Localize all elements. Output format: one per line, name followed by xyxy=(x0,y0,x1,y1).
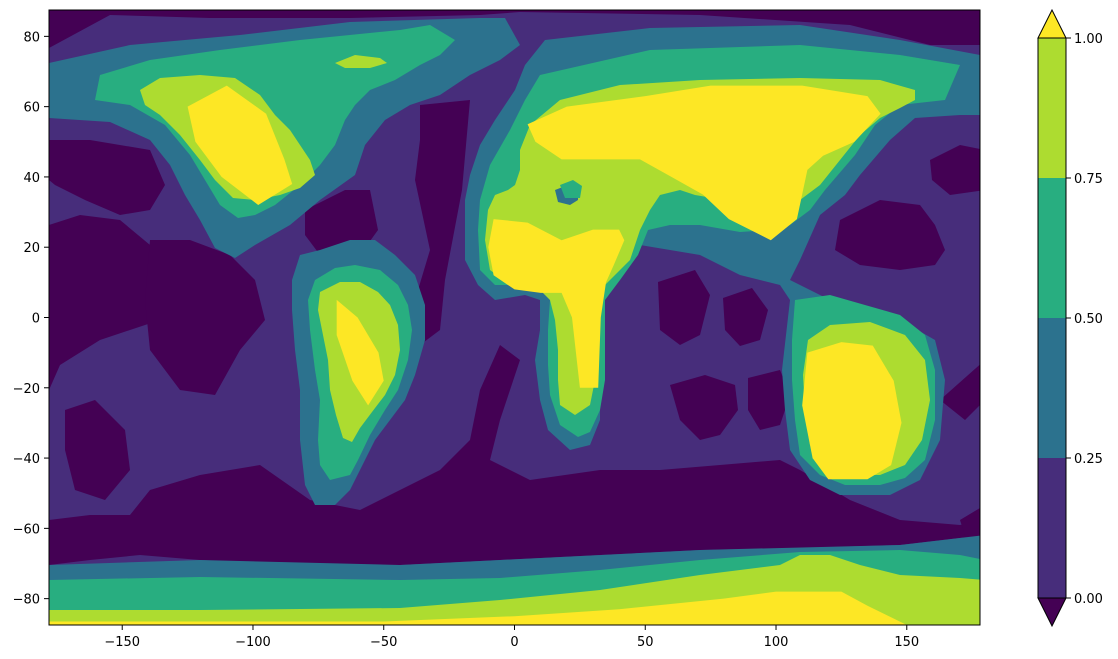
contour-region xyxy=(336,299,384,406)
contour-region xyxy=(723,288,768,346)
contour-region xyxy=(835,200,945,270)
contour-band-over xyxy=(49,85,907,625)
contour-region xyxy=(488,219,625,388)
colorbar-extend-over xyxy=(1037,8,1067,39)
colorbar-band-0.00-0.25 xyxy=(1038,458,1066,598)
y-tick-label: −80 xyxy=(13,593,40,608)
colorbar-band-0.75-1.00 xyxy=(1038,38,1066,178)
contour-band-under xyxy=(49,10,980,565)
x-tick-label: 100 xyxy=(764,635,789,650)
y-tick-label: −60 xyxy=(13,522,40,537)
contour-region xyxy=(415,100,470,345)
contour-region xyxy=(187,85,293,205)
y-tick-label: 80 xyxy=(23,30,40,45)
contour-region xyxy=(49,345,980,565)
y-tick-label: 0 xyxy=(32,312,40,327)
colorbar-tick-label: 0.75 xyxy=(1074,172,1103,187)
contour-region xyxy=(49,591,907,625)
contour-region xyxy=(930,145,980,195)
y-tick-label: −20 xyxy=(13,382,40,397)
y-tick-label: 40 xyxy=(23,171,40,186)
y-tick-label: 20 xyxy=(23,241,40,256)
contour-region xyxy=(527,85,881,241)
contour-region xyxy=(49,140,165,215)
contour-region xyxy=(49,10,980,48)
x-tick-label: 50 xyxy=(637,635,654,650)
plot-area xyxy=(49,10,980,625)
y-tick-label: −40 xyxy=(13,452,40,467)
colorbar-band-0.50-0.75 xyxy=(1038,178,1066,318)
contour-region xyxy=(658,270,710,345)
colorbar-ticks: 0.00 0.25 0.50 0.75 1.00 xyxy=(1066,32,1103,607)
contour-region xyxy=(748,370,790,430)
colorbar-tick-label: 0.50 xyxy=(1074,312,1103,327)
colorbar: 0.00 0.25 0.50 0.75 1.00 xyxy=(1037,8,1103,628)
colorbar-tick-label: 1.00 xyxy=(1074,32,1103,47)
contour-region xyxy=(305,190,378,255)
contour-region xyxy=(802,342,902,480)
y-tick-label: 60 xyxy=(23,101,40,116)
x-axis: −150 −100 −50 0 50 100 150 xyxy=(104,625,919,650)
colorbar-extend-under xyxy=(1037,597,1067,628)
contour-region xyxy=(145,240,265,395)
contour-region xyxy=(65,400,130,500)
x-tick-label: −150 xyxy=(104,635,140,650)
contour-region xyxy=(670,375,738,440)
colorbar-band-0.25-0.50 xyxy=(1038,318,1066,458)
contour-region xyxy=(940,364,980,420)
colorbar-tick-label: 0.25 xyxy=(1074,452,1103,467)
contour-region xyxy=(335,55,387,68)
x-tick-label: 150 xyxy=(894,635,919,650)
contour-region xyxy=(560,180,582,198)
colorbar-tick-label: 0.00 xyxy=(1074,592,1103,607)
x-tick-label: −50 xyxy=(370,635,397,650)
y-axis: −80 −60 −40 −20 0 20 40 60 80 xyxy=(13,30,49,608)
x-tick-label: 0 xyxy=(510,635,518,650)
x-tick-label: −100 xyxy=(235,635,271,650)
